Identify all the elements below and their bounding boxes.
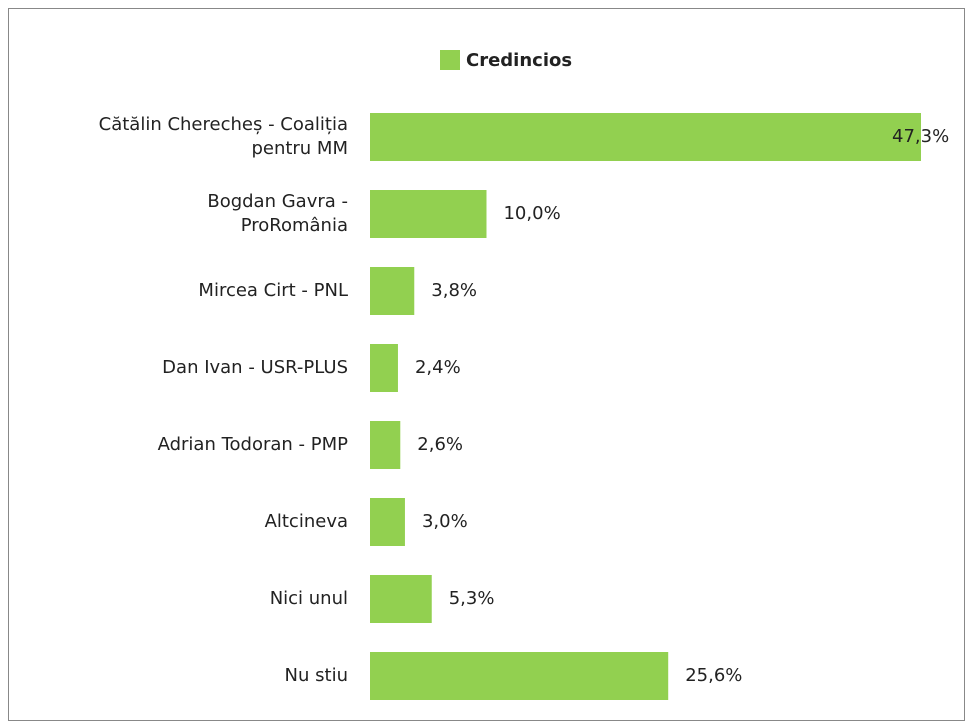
value-label: 5,3% [449,588,495,609]
value-label: 3,0% [422,511,468,532]
value-label: 2,4% [415,357,461,378]
value-label: 3,8% [431,280,477,301]
bar [370,652,669,700]
category-label: Adrian Todoran - PMP [158,434,349,455]
bar [370,113,921,161]
category-label: Altcineva [265,511,348,532]
category-label: Bogdan Gavra -ProRomânia [207,191,348,236]
value-label: 47,3% [892,126,949,147]
bar [370,498,405,546]
bar [370,575,432,623]
bar [370,190,487,238]
value-label: 2,6% [417,434,463,455]
legend-label: Credincios [466,50,572,71]
legend-swatch [440,50,460,70]
category-label: Dan Ivan - USR-PLUS [162,357,348,378]
category-label: Cătălin Cherecheș - Coaliția pentru MM [99,114,348,159]
bar [370,421,401,469]
category-label: Nu stiu [285,665,348,686]
value-label: 25,6% [685,665,742,686]
bar [370,267,415,315]
value-label: 10,0% [503,203,560,224]
category-label: Mircea Cirt - PNL [198,280,348,301]
bar [370,344,398,392]
category-label: Nici unul [270,588,348,609]
